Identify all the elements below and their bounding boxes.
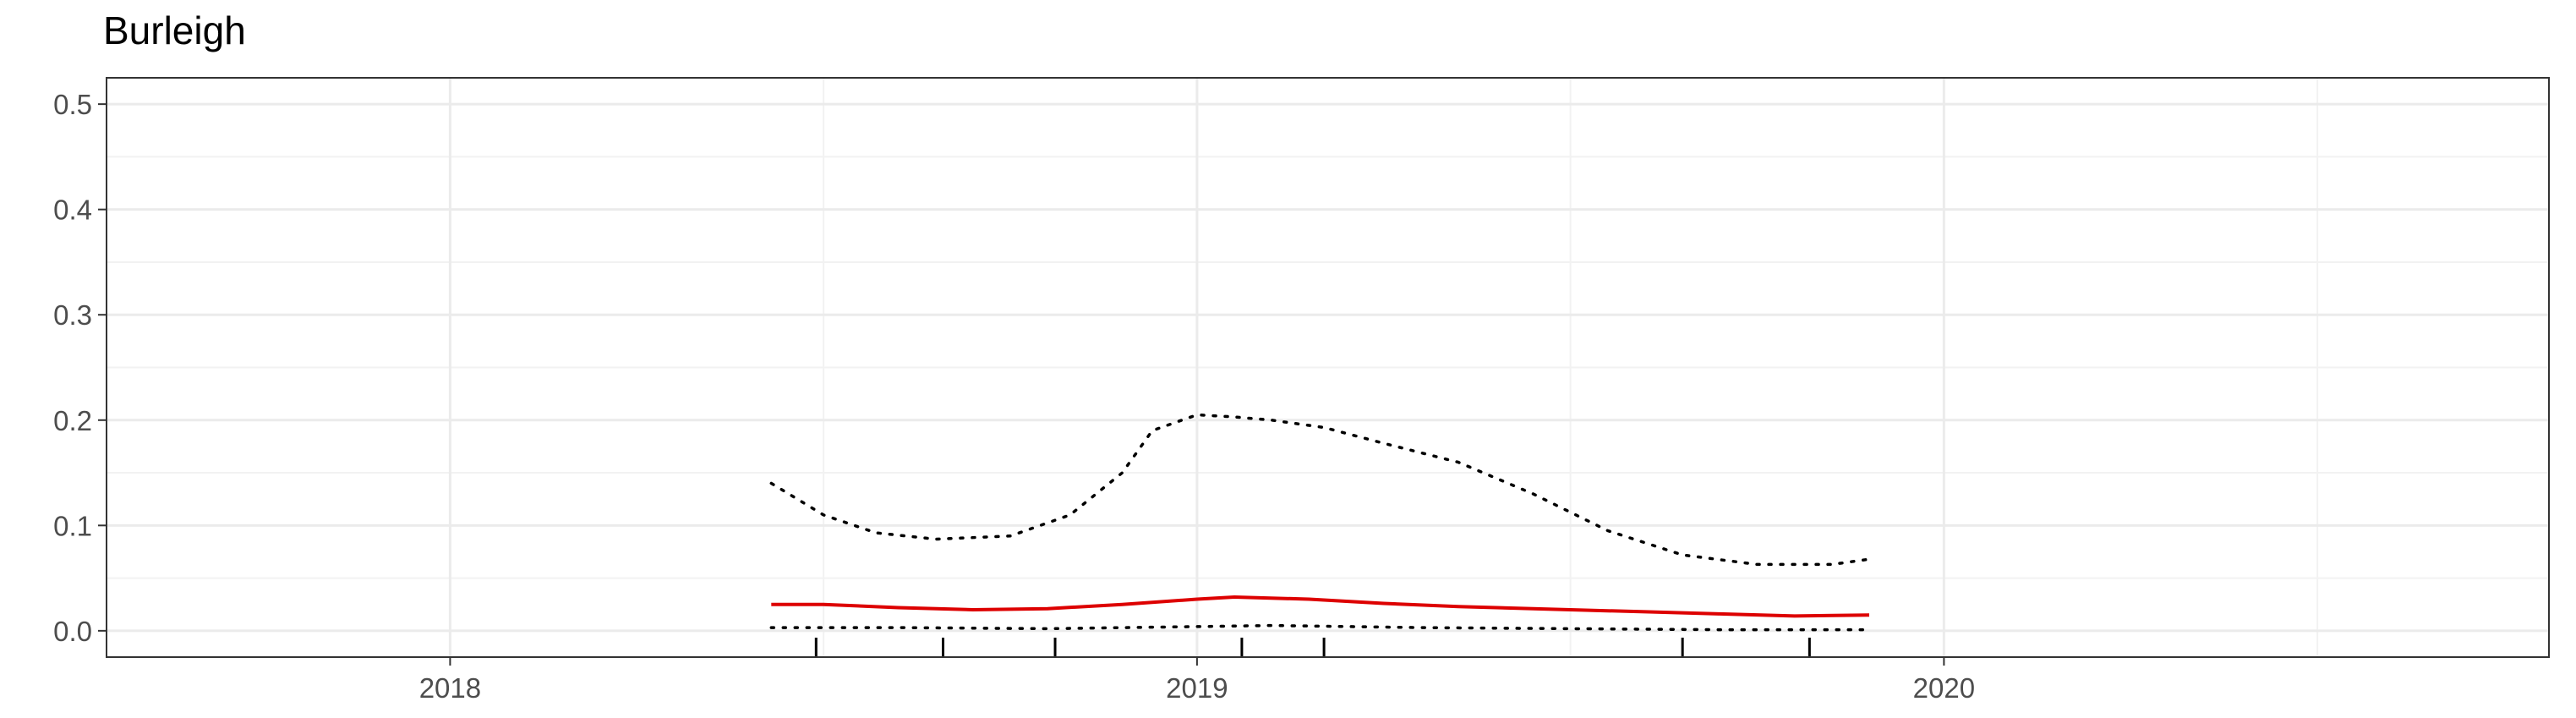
x-tick-label: 2020: [1913, 672, 1975, 704]
plot-panel: 0.0 0.1 0.2 0.3 0.4 0.5 2018 2019 2020: [53, 77, 2550, 704]
x-tick-label: 2019: [1166, 672, 1228, 704]
series-line-lower-bound: [769, 623, 1871, 632]
series-line-upper-bound: [769, 413, 1871, 567]
y-tick-label: 0.2: [53, 405, 92, 436]
y-tick-label: 0.0: [53, 616, 92, 647]
panel-border: [106, 77, 2550, 658]
chart-title: Burleigh: [103, 8, 246, 52]
y-tick-label: 0.3: [53, 299, 92, 331]
y-tick-label: 0.4: [53, 195, 92, 226]
series-line-estimate: [771, 595, 1870, 618]
x-tick-label: 2018: [419, 672, 481, 704]
y-tick-label: 0.5: [53, 89, 92, 120]
y-tick-label: 0.1: [53, 510, 92, 541]
